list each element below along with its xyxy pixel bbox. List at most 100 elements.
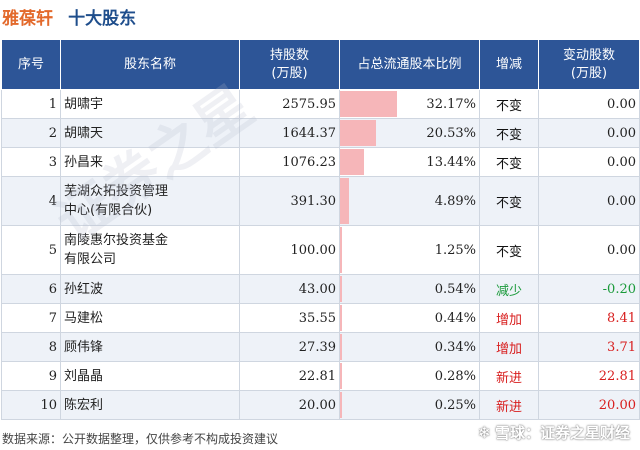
table-row: 10 陈宏利 20.00 0.25% 新进 20.00 [1, 390, 640, 420]
change-status-cell: 减少 [479, 274, 539, 304]
delta-cell: 0.00 [538, 176, 640, 226]
header-change: 增减 [479, 39, 539, 90]
shares-cell: 1076.23 [239, 147, 340, 177]
delta-cell: 0.00 [538, 225, 640, 275]
ratio-bar [340, 91, 397, 117]
ratio-bar [340, 363, 342, 389]
rank-cell: 7 [1, 303, 61, 333]
shares-cell: 2575.95 [239, 89, 340, 119]
change-status-cell: 不变 [479, 118, 539, 148]
delta-cell: -0.20 [538, 274, 640, 304]
section-title: 十大股东 [68, 9, 137, 29]
title-bar: 雅葆轩 十大股东 [0, 0, 640, 32]
ratio-cell: 13.44% [339, 147, 480, 177]
rank-cell: 5 [1, 225, 61, 275]
shares-cell: 35.55 [239, 303, 340, 333]
ratio-bar [340, 227, 343, 273]
ratio-cell: 32.17% [339, 89, 480, 119]
rank-cell: 1 [1, 89, 61, 119]
header-delta: 变动股数 (万股) [538, 39, 640, 90]
ratio-value: 20.53% [426, 125, 476, 141]
top-ten-holders-table: 序号 股东名称 持股数 (万股) 占总流通股本比例 增减 变动股数 (万股) 1… [1, 39, 640, 420]
company-name: 雅葆轩 [2, 9, 53, 29]
delta-cell: 8.41 [538, 303, 640, 333]
rank-cell: 2 [1, 118, 61, 148]
brand-text: 雪球：证券之星财经 [494, 424, 630, 442]
ratio-cell: 0.34% [339, 332, 480, 362]
ratio-bar [340, 305, 342, 331]
shares-cell: 100.00 [239, 225, 340, 275]
change-status-cell: 增加 [479, 303, 539, 333]
shares-cell: 391.30 [239, 176, 340, 226]
rank-cell: 10 [1, 390, 61, 420]
rank-cell: 4 [1, 176, 61, 226]
change-status-cell: 不变 [479, 225, 539, 275]
shares-cell: 22.81 [239, 361, 340, 391]
holder-name-cell: 南陵惠尔投资基金 有限公司 [60, 225, 240, 275]
holder-name-cell: 陈宏利 [60, 390, 240, 420]
holder-name-cell: 胡啸宇 [60, 89, 240, 119]
ratio-value: 32.17% [426, 96, 476, 112]
change-status-cell: 不变 [479, 89, 539, 119]
table-row: 2 胡啸天 1644.37 20.53% 不变 0.00 [1, 118, 640, 148]
table-row: 3 孙昌来 1076.23 13.44% 不变 0.00 [1, 147, 640, 177]
header-shares: 持股数 (万股) [239, 39, 340, 90]
table-header-row: 序号 股东名称 持股数 (万股) 占总流通股本比例 增减 变动股数 (万股) [1, 39, 640, 90]
rank-cell: 8 [1, 332, 61, 362]
ratio-cell: 4.89% [339, 176, 480, 226]
shares-cell: 1644.37 [239, 118, 340, 148]
delta-cell: 20.00 [538, 390, 640, 420]
holder-name-cell: 孙红波 [60, 274, 240, 304]
data-source-note: 数据来源：公开数据整理，仅供参考不构成投资建议 [2, 432, 279, 446]
ratio-value: 0.34% [434, 339, 476, 355]
ratio-value: 4.89% [434, 193, 476, 209]
change-status-cell: 新进 [479, 390, 539, 420]
header-rank: 序号 [1, 39, 61, 90]
table-row: 8 顾伟锋 27.39 0.34% 增加 3.71 [1, 332, 640, 362]
ratio-bar [340, 178, 349, 224]
ratio-bar [340, 334, 342, 360]
holder-name-cell: 刘晶晶 [60, 361, 240, 391]
ratio-cell: 0.25% [339, 390, 480, 420]
delta-cell: 22.81 [538, 361, 640, 391]
shares-cell: 20.00 [239, 390, 340, 420]
delta-cell: 0.00 [538, 147, 640, 177]
table-row: 4 芜湖众拓投资管理 中心(有限合伙) 391.30 4.89% 不变 0.00 [1, 176, 640, 226]
ratio-value: 1.25% [434, 242, 476, 258]
ratio-value: 0.44% [434, 310, 476, 326]
shares-cell: 43.00 [239, 274, 340, 304]
change-status-cell: 增加 [479, 332, 539, 362]
ratio-value: 0.25% [434, 397, 476, 413]
ratio-value: 13.44% [426, 154, 476, 170]
ratio-cell: 0.44% [339, 303, 480, 333]
ratio-cell: 20.53% [339, 118, 480, 148]
ratio-bar [340, 149, 364, 175]
snowflake-icon: ❄ [477, 423, 491, 442]
ratio-value: 0.54% [434, 281, 476, 297]
ratio-bar [340, 276, 342, 302]
holder-name-cell: 胡啸天 [60, 118, 240, 148]
rank-cell: 9 [1, 361, 61, 391]
table-row: 7 马建松 35.55 0.44% 增加 8.41 [1, 303, 640, 333]
header-ratio: 占总流通股本比例 [339, 39, 480, 90]
delta-cell: 0.00 [538, 118, 640, 148]
table-row: 9 刘晶晶 22.81 0.28% 新进 22.81 [1, 361, 640, 391]
holder-name-cell: 马建松 [60, 303, 240, 333]
ratio-value: 0.28% [434, 368, 476, 384]
table-row: 5 南陵惠尔投资基金 有限公司 100.00 1.25% 不变 0.00 [1, 225, 640, 275]
delta-cell: 3.71 [538, 332, 640, 362]
ratio-cell: 1.25% [339, 225, 480, 275]
change-status-cell: 不变 [479, 176, 539, 226]
ratio-bar [340, 120, 377, 146]
shares-cell: 27.39 [239, 332, 340, 362]
header-name: 股东名称 [60, 39, 240, 90]
delta-cell: 0.00 [538, 89, 640, 119]
table-row: 1 胡啸宇 2575.95 32.17% 不变 0.00 [1, 89, 640, 119]
ratio-cell: 0.28% [339, 361, 480, 391]
ratio-cell: 0.54% [339, 274, 480, 304]
brand-logo: ❄ 雪球：证券之星财经 [478, 422, 630, 443]
ratio-bar [340, 392, 342, 418]
holder-name-cell: 顾伟锋 [60, 332, 240, 362]
table-row: 6 孙红波 43.00 0.54% 减少 -0.20 [1, 274, 640, 304]
change-status-cell: 不变 [479, 147, 539, 177]
